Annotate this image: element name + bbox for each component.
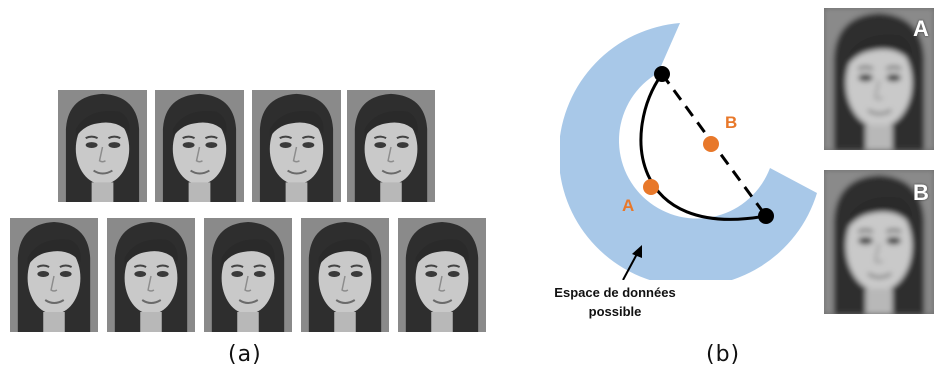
- point-b-label: B: [725, 113, 738, 132]
- reconstruction-a-label: A: [913, 16, 929, 41]
- face-image: [107, 218, 195, 332]
- arrow-shaft: [622, 251, 639, 280]
- space-label: Espace de données possible: [530, 283, 700, 321]
- space-label-line1: Espace de données: [554, 285, 676, 300]
- panel-a-caption: (a): [228, 342, 262, 367]
- point-a-label: A: [622, 196, 635, 215]
- face-image: [347, 90, 435, 202]
- face-image: [155, 90, 244, 202]
- manifold-diagram: [560, 23, 817, 280]
- reconstruction-b-image: [824, 170, 934, 314]
- face-image: [58, 90, 147, 202]
- interpolation-path: [639, 73, 767, 221]
- manifold-region: [560, 23, 817, 280]
- endpoint-bottom: [758, 208, 774, 224]
- face-image: [301, 218, 389, 332]
- endpoint-top: [654, 66, 670, 82]
- panel-b-caption: (b): [706, 342, 741, 367]
- space-label-line2: possible: [588, 304, 642, 319]
- point-a: [643, 179, 659, 195]
- face-image: [398, 218, 486, 332]
- reconstruction-a-image: [824, 8, 934, 150]
- arrow-head: [632, 245, 642, 258]
- face-image: [204, 218, 292, 332]
- reconstruction-b-label: B: [913, 180, 929, 205]
- face-image: [10, 218, 98, 332]
- point-b: [703, 136, 719, 152]
- face-image: [252, 90, 341, 202]
